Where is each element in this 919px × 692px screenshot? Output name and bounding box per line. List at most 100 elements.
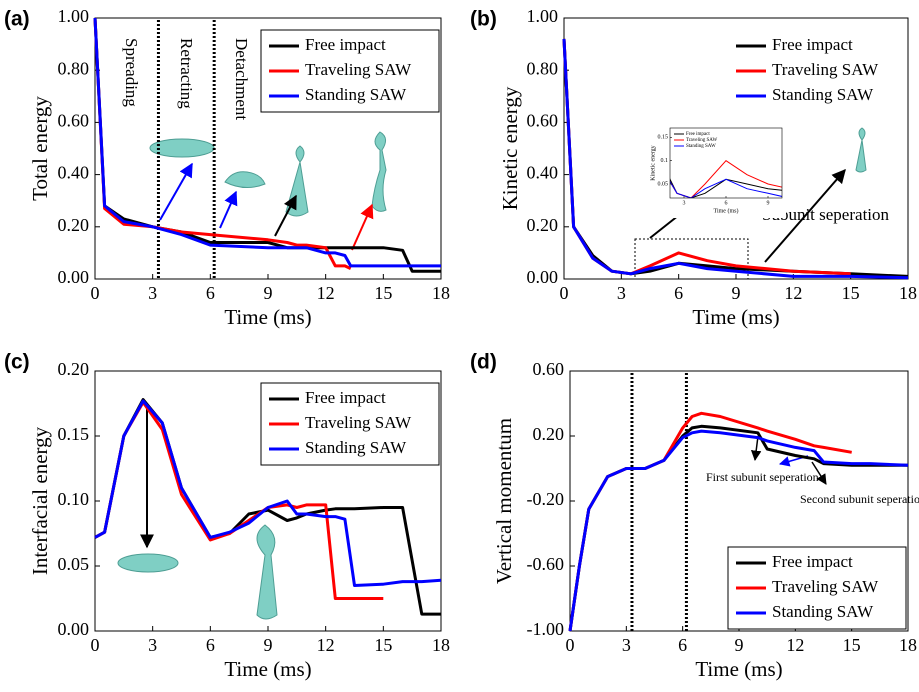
annotation: First subunit seperation (706, 470, 819, 484)
x-tick-label: 0 (560, 283, 569, 303)
inset-line (670, 160, 782, 198)
x-tick-label: 12 (786, 635, 804, 655)
y-tick-label: 0.20 (527, 215, 559, 235)
y-tick-label: 1.00 (527, 6, 559, 26)
inset-x-tick-label: 3 (683, 200, 686, 206)
inset-x-label: Time (ms) (714, 207, 739, 214)
y-tick-label: 0.80 (527, 58, 559, 78)
inset-y-tick-label: 0.1 (661, 158, 669, 164)
y-tick-label: 0.10 (58, 489, 90, 509)
y-tick-label: -0.60 (527, 554, 565, 574)
y-tick-label: 0.80 (58, 58, 90, 78)
y-tick-label: 0.20 (533, 424, 565, 444)
legend-entry: Standing SAW (772, 602, 874, 621)
inset-y-tick-label: 0.05 (658, 181, 669, 187)
inset-legend-entry: Traveling SAW (686, 138, 718, 143)
x-tick-label: 18 (899, 283, 917, 303)
legend-entry: Free impact (305, 388, 386, 407)
inset-legend-entry: Free impact (686, 132, 710, 137)
y-tick-label: 0.00 (527, 267, 559, 287)
legend-entry: Traveling SAW (305, 60, 412, 79)
panel-label: (b) (470, 8, 497, 31)
y-tick-label: 0.00 (58, 267, 90, 287)
y-tick-label: 1.00 (58, 6, 90, 26)
x-tick-label: 0 (91, 635, 100, 655)
annotation: Spreading (122, 38, 141, 107)
y-axis-label: Vertical momentum (492, 418, 516, 584)
y-tick-label: 0.20 (58, 215, 90, 235)
y-tick-label: 0.60 (58, 111, 90, 131)
legend-entry: Traveling SAW (772, 60, 879, 79)
x-tick-label: 15 (842, 283, 860, 303)
inset-line (670, 178, 782, 198)
x-tick-label: 3 (622, 635, 631, 655)
x-tick-label: 12 (784, 283, 802, 303)
y-tick-label: 0.00 (58, 619, 90, 639)
legend-entry: Standing SAW (772, 85, 874, 104)
x-tick-label: 6 (206, 283, 215, 303)
legend-entry: Standing SAW (305, 438, 407, 457)
panel-label: (d) (470, 351, 497, 374)
legend-entry: Free impact (772, 35, 853, 54)
y-axis-label: Interfacial energy (28, 426, 52, 575)
panel-label: (c) (4, 351, 30, 374)
plot-frame (569, 370, 909, 632)
legend-entry: Free impact (772, 552, 853, 571)
inset-x-tick-label: 9 (767, 200, 770, 206)
x-tick-label: 9 (264, 635, 273, 655)
y-tick-label: 0.05 (58, 554, 90, 574)
data-line (562, 38, 909, 280)
y-tick-label: 0.40 (58, 163, 90, 183)
y-tick-label: -1.00 (527, 619, 565, 639)
legend-entry: Traveling SAW (305, 413, 412, 432)
x-tick-label: 9 (735, 635, 744, 655)
x-tick-label: 9 (264, 283, 273, 303)
x-tick-label: 18 (432, 635, 450, 655)
x-axis-label: Time (ms) (224, 657, 311, 681)
y-axis-label: Total energy (28, 96, 52, 201)
y-tick-label: 0.60 (533, 359, 565, 379)
x-tick-label: 0 (566, 635, 575, 655)
x-axis-label: Time (ms) (695, 657, 782, 681)
plot-frame (94, 17, 442, 280)
x-tick-label: 3 (148, 283, 157, 303)
x-tick-label: 6 (678, 635, 687, 655)
x-tick-label: 3 (148, 635, 157, 655)
x-tick-label: 12 (317, 283, 335, 303)
x-axis-label: Time (ms) (224, 305, 311, 329)
annotation: Second subunit seperation (800, 492, 919, 506)
legend-entry: Free impact (305, 35, 386, 54)
x-tick-label: 15 (374, 635, 392, 655)
y-axis-label: Kinetic energy (498, 86, 522, 210)
panel-label: (a) (4, 8, 30, 31)
annotation: Retracting (177, 38, 196, 109)
y-tick-label: 0.15 (58, 424, 90, 444)
droplet-illustrations-a (149, 131, 387, 251)
data-line (568, 429, 909, 632)
y-tick-label: 0.20 (58, 359, 90, 379)
plot-frame (94, 370, 442, 632)
x-tick-label: 0 (91, 283, 100, 303)
x-tick-label: 9 (732, 283, 741, 303)
x-tick-label: 18 (432, 283, 450, 303)
droplet-illustrations-c (117, 408, 278, 620)
x-axis-label: Time (ms) (692, 305, 779, 329)
y-tick-label: 0.60 (527, 111, 559, 131)
y-tick-label: 0.40 (527, 163, 559, 183)
annotation: Detachment (232, 38, 251, 120)
annotation: Subunit seperation (762, 205, 890, 224)
inset-legend-entry: Standing SAW (686, 144, 716, 149)
plot-frame (563, 17, 909, 280)
legend-entry: Traveling SAW (772, 577, 879, 596)
x-tick-label: 12 (317, 635, 335, 655)
x-tick-label: 6 (206, 635, 215, 655)
legend-entry: Standing SAW (305, 85, 407, 104)
data-line (93, 17, 441, 268)
x-tick-label: 18 (899, 635, 917, 655)
inset-y-tick-label: 0.15 (658, 135, 669, 141)
x-tick-label: 15 (374, 283, 392, 303)
inset-line (670, 178, 782, 198)
inset-x-tick-label: 6 (725, 200, 728, 206)
x-tick-label: 3 (617, 283, 626, 303)
